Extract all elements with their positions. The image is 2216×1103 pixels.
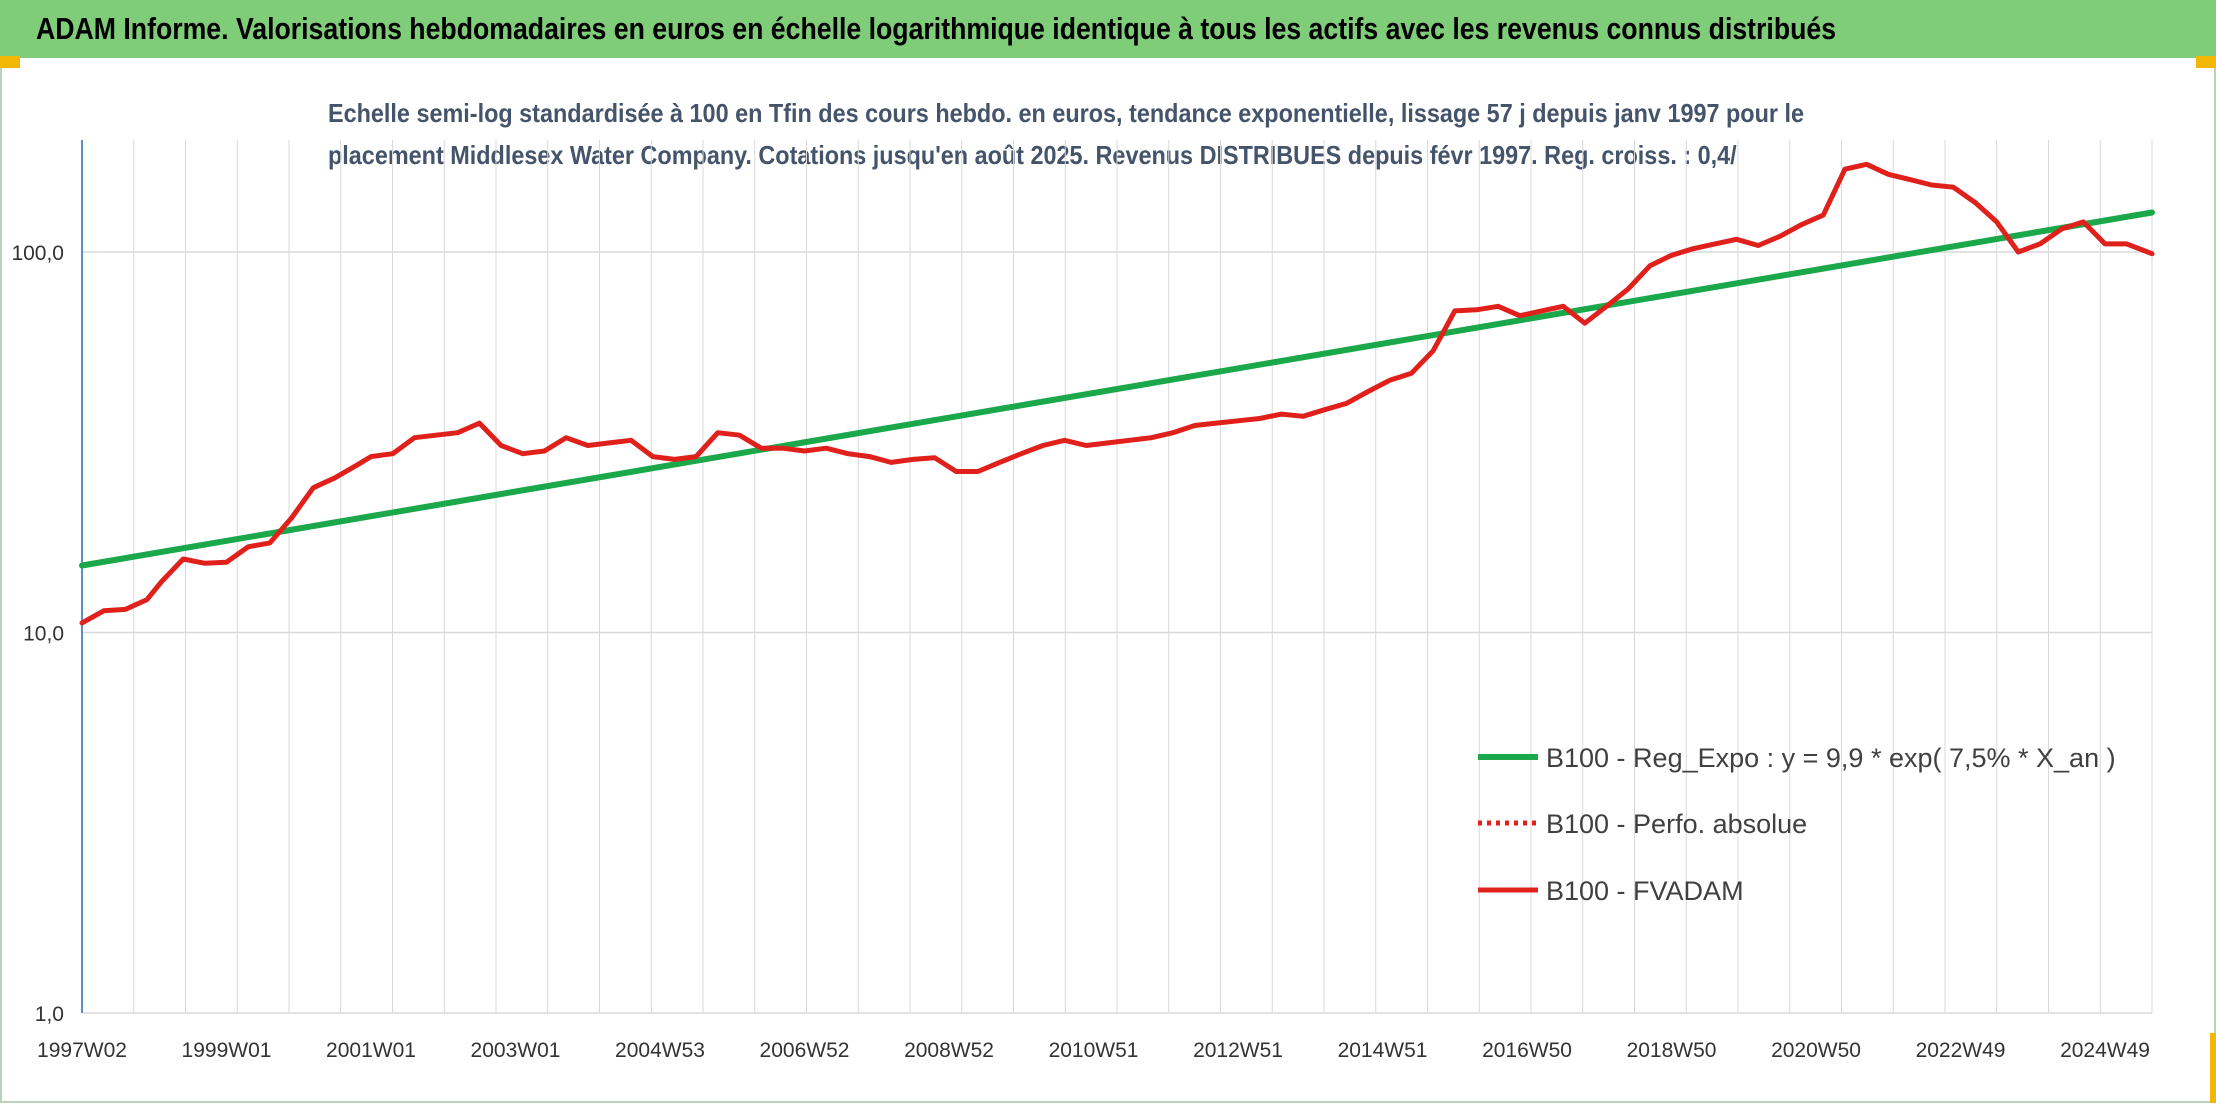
x-tick-label: 2004W53 bbox=[615, 1039, 705, 1062]
x-tick-label: 2016W50 bbox=[1482, 1039, 1572, 1062]
x-tick-label: 1999W01 bbox=[182, 1039, 272, 1062]
x-tick-label: 1997W02 bbox=[37, 1039, 127, 1062]
legend-label: B100 - Reg_Expo : y = 9,9 * exp( 7,5% * … bbox=[1546, 743, 2116, 773]
y-tick-label: 1,0 bbox=[35, 1003, 64, 1026]
y-tick-label: 10,0 bbox=[23, 623, 64, 646]
x-tick-label: 2008W52 bbox=[904, 1039, 994, 1062]
y-tick-label: 100,0 bbox=[11, 242, 64, 265]
legend-label: B100 - Perfo. absolue bbox=[1546, 809, 1807, 839]
grid-layer bbox=[82, 140, 2152, 1013]
axis-layer: 1,0 10,0 100,0 1997W02 1999W01 2001W01 2003W01… bbox=[11, 140, 2150, 1062]
x-tick-label: 2020W50 bbox=[1771, 1039, 1861, 1062]
x-tick-label: 2001W01 bbox=[326, 1039, 416, 1062]
x-tick-label: 2006W52 bbox=[760, 1039, 850, 1062]
x-tick-label: 2003W01 bbox=[471, 1039, 561, 1062]
x-tick-label: 2012W51 bbox=[1193, 1039, 1283, 1062]
x-tick-label: 2024W49 bbox=[2060, 1039, 2150, 1062]
x-tick-label: 2014W51 bbox=[1338, 1039, 1428, 1062]
legend-label: B100 - FVADAM bbox=[1546, 876, 1744, 906]
x-tick-label: 2022W49 bbox=[1916, 1039, 2006, 1062]
legend: B100 - Reg_Expo : y = 9,9 * exp( 7,5% * … bbox=[1478, 743, 2116, 906]
x-tick-label: 2018W50 bbox=[1627, 1039, 1717, 1062]
x-tick-label: 2010W51 bbox=[1049, 1039, 1139, 1062]
